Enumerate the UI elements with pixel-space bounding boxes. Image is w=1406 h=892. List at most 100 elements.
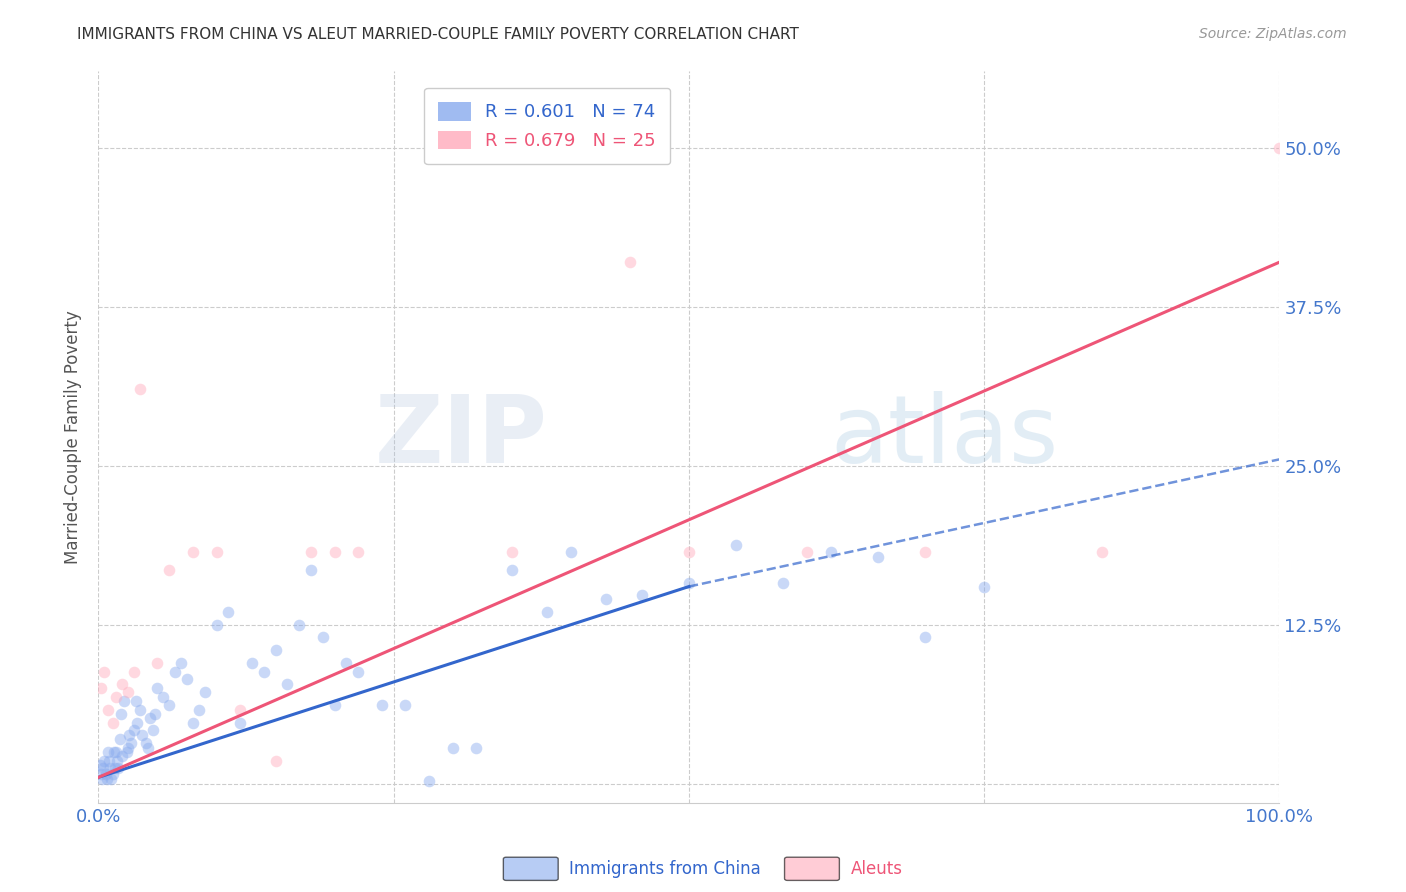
Text: atlas: atlas (831, 391, 1059, 483)
Point (125, 694, 148, 708)
Point (465, 741, 488, 756)
Point (157, 698, 180, 712)
Point (312, 631, 335, 645)
Text: Immigrants from China: Immigrants from China (569, 860, 761, 878)
Point (619, 255, 641, 269)
Point (118, 728, 141, 742)
Point (91, 772, 114, 786)
Point (176, 673, 198, 687)
Point (105, 754, 128, 768)
Point (146, 656, 169, 670)
Point (205, 617, 228, 632)
Text: ZIP: ZIP (374, 391, 547, 483)
Point (135, 736, 157, 750)
Point (139, 710, 162, 724)
Point (187, 703, 209, 717)
Point (335, 656, 357, 670)
Point (112, 694, 135, 708)
Point (772, 575, 794, 590)
Point (253, 665, 276, 679)
Point (105, 745, 128, 759)
Point (122, 665, 145, 679)
Point (1091, 545, 1114, 559)
Point (101, 715, 124, 730)
Point (93, 754, 115, 768)
Point (501, 563, 523, 577)
Point (323, 698, 346, 712)
Point (441, 741, 464, 756)
Point (264, 643, 287, 657)
Point (121, 736, 143, 750)
Point (97, 703, 120, 717)
Point (820, 545, 842, 559)
Point (181, 545, 204, 559)
Point (170, 656, 193, 670)
Y-axis label: Married-Couple Family Poverty: Married-Couple Family Poverty (63, 310, 82, 564)
Point (347, 545, 370, 559)
Point (914, 545, 936, 559)
Point (97, 745, 120, 759)
Point (101, 766, 124, 780)
Point (194, 685, 217, 699)
Text: Aleuts: Aleuts (851, 860, 903, 878)
Point (866, 550, 889, 565)
Point (371, 698, 394, 712)
Point (127, 715, 149, 730)
Point (104, 761, 127, 775)
Point (89, 757, 111, 772)
Text: IMMIGRANTS FROM CHINA VS ALEUT MARRIED-COUPLE FAMILY POVERTY CORRELATION CHART: IMMIGRANTS FROM CHINA VS ALEUT MARRIED-C… (77, 27, 799, 42)
Point (299, 563, 322, 577)
Point (100, 772, 122, 786)
Point (111, 677, 134, 691)
Point (96, 772, 118, 786)
Point (181, 715, 204, 730)
Point (93, 665, 115, 679)
Point (111, 748, 134, 763)
Point (131, 728, 153, 742)
Point (103, 745, 125, 759)
Point (595, 592, 617, 607)
Point (347, 665, 370, 679)
Point (98, 761, 121, 775)
Point (229, 715, 252, 730)
Point (108, 732, 131, 747)
Point (146, 681, 169, 696)
Point (394, 698, 416, 712)
Point (117, 685, 139, 699)
Point (217, 605, 239, 619)
Legend: R = 0.601   N = 74, R = 0.679   N = 25: R = 0.601 N = 74, R = 0.679 N = 25 (425, 87, 671, 164)
Point (128, 383, 150, 397)
Point (94, 766, 117, 780)
Point (276, 677, 298, 691)
Point (560, 545, 582, 559)
Point (105, 690, 128, 705)
Point (115, 745, 138, 759)
Text: Source: ZipAtlas.com: Source: ZipAtlas.com (1199, 27, 1347, 41)
Point (136, 741, 159, 756)
Point (678, 545, 700, 559)
Point (240, 656, 263, 670)
Point (796, 545, 818, 559)
Point (157, 563, 180, 577)
Point (128, 703, 150, 717)
Point (152, 690, 174, 705)
Point (165, 665, 187, 679)
Point (91, 761, 114, 775)
Point (630, 589, 652, 603)
Point (914, 631, 936, 645)
Point (143, 706, 166, 721)
Point (110, 706, 132, 721)
Point (205, 545, 228, 559)
Point (288, 617, 311, 632)
Point (90, 681, 112, 696)
Point (973, 580, 995, 594)
Point (117, 741, 139, 756)
Point (299, 545, 322, 559)
Point (678, 575, 700, 590)
Point (536, 605, 558, 619)
Point (90, 766, 112, 780)
Point (323, 545, 346, 559)
Point (725, 538, 748, 552)
Point (1268, 141, 1291, 155)
Point (501, 545, 523, 559)
